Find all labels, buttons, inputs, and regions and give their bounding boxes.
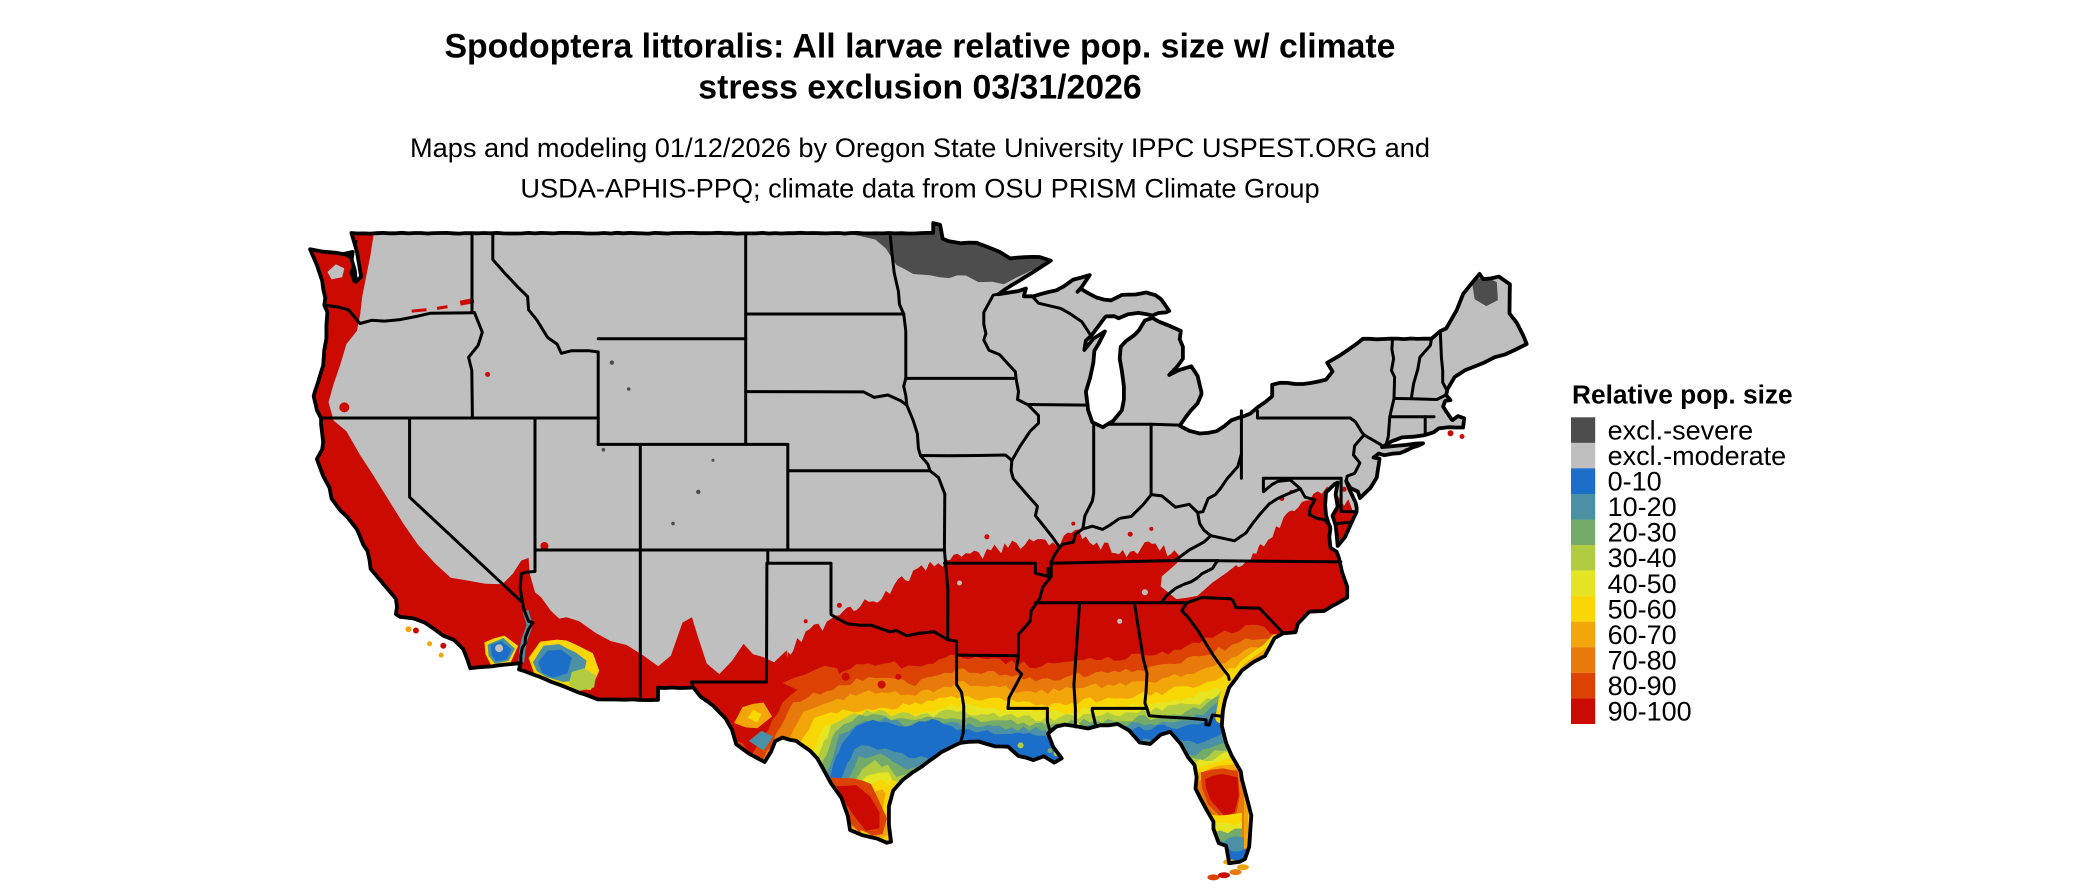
svg-text:60-70: 60-70: [1608, 620, 1677, 650]
svg-text:stress exclusion 03/31/2026: stress exclusion 03/31/2026: [698, 69, 1141, 107]
svg-text:excl.-moderate: excl.-moderate: [1608, 441, 1787, 471]
svg-text:90-100: 90-100: [1608, 697, 1692, 727]
svg-text:excl.-severe: excl.-severe: [1608, 416, 1754, 446]
svg-text:40-50: 40-50: [1608, 569, 1677, 599]
svg-text:USDA-APHIS-PPQ; climate data f: USDA-APHIS-PPQ; climate data from OSU PR…: [520, 173, 1319, 204]
svg-text:20-30: 20-30: [1608, 518, 1677, 548]
svg-text:0-10: 0-10: [1608, 467, 1662, 497]
svg-text:10-20: 10-20: [1608, 492, 1677, 522]
svg-text:Spodoptera littoralis: All lar: Spodoptera littoralis: All larvae relati…: [445, 28, 1396, 66]
svg-text:Relative pop. size: Relative pop. size: [1572, 380, 1793, 410]
svg-text:70-80: 70-80: [1608, 646, 1677, 676]
svg-text:Maps and modeling 01/12/2026 b: Maps and modeling 01/12/2026 by Oregon S…: [410, 132, 1430, 163]
svg-text:80-90: 80-90: [1608, 671, 1677, 701]
svg-text:30-40: 30-40: [1608, 543, 1677, 573]
svg-text:50-60: 50-60: [1608, 594, 1677, 624]
